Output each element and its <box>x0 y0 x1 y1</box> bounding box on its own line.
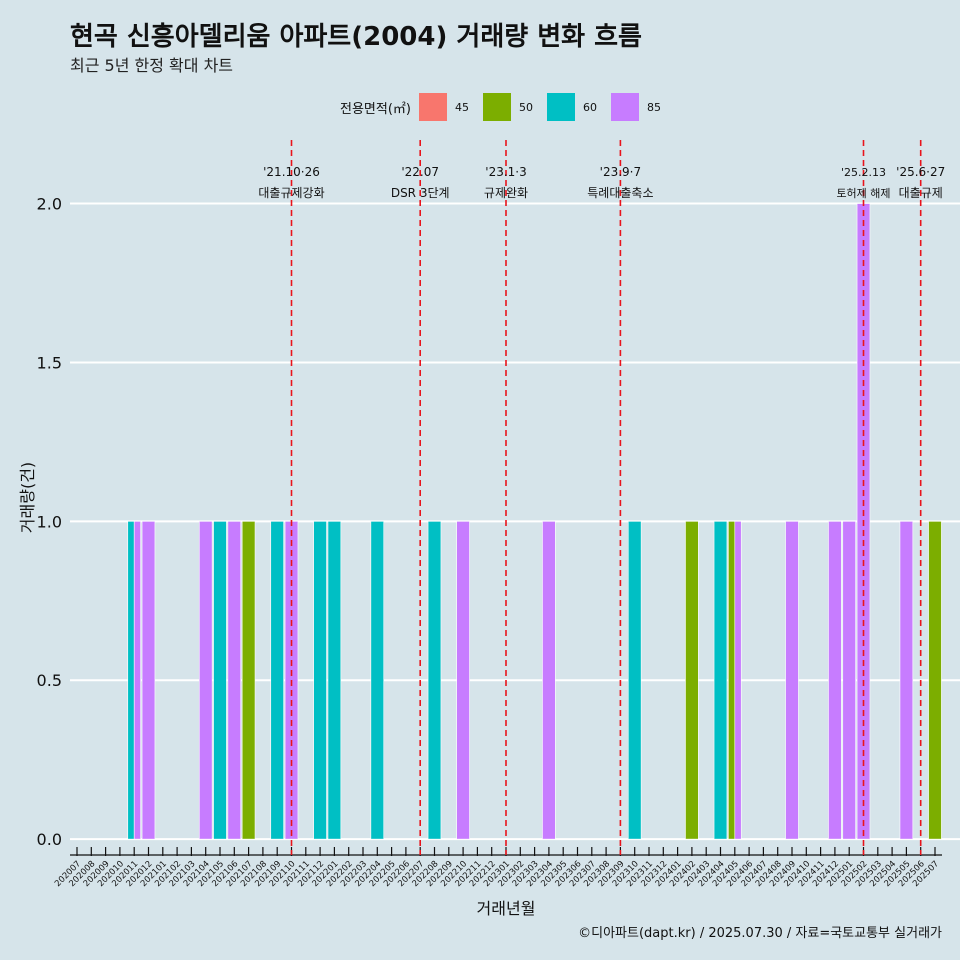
y-tick-label: 0.5 <box>37 671 62 690</box>
bar-202409-85 <box>785 521 799 840</box>
legend-swatch-50 <box>482 93 511 121</box>
bar-202204-60 <box>370 521 385 840</box>
chart-subtitle: 최근 5년 한정 확대 차트 <box>70 56 234 75</box>
event-date: '23.1·3 <box>485 165 526 179</box>
bar-202201-60 <box>327 521 342 840</box>
source-caption: ©디아파트(dapt.kr) / 2025.07.30 / 자료=국토교통부 실… <box>578 926 942 941</box>
legend-item-45: 45 <box>418 93 475 121</box>
event-label: 규제완화 <box>484 186 528 200</box>
event-date: '23.9·7 <box>600 165 641 179</box>
bar-202106-85 <box>227 521 242 840</box>
legend: 전용면적(㎡) 45 50 60 85 <box>340 92 675 122</box>
bar-202011-85 <box>133 521 141 840</box>
event-date: '21.10·26 <box>263 165 320 179</box>
legend-title: 전용면적(㎡) <box>340 101 411 117</box>
legend-item-85: 85 <box>610 93 667 121</box>
bar-202405-50 <box>728 521 736 840</box>
x-axis-title: 거래년월 <box>477 899 536 918</box>
bar-202011-60 <box>127 521 135 840</box>
event-label: 대출규제 <box>899 186 943 200</box>
y-tick-label: 2.0 <box>37 195 62 214</box>
bar-202507-50 <box>928 521 942 840</box>
bar-202310-60 <box>627 521 642 840</box>
bar-202210-85 <box>456 521 470 840</box>
y-tick-label: 1.5 <box>37 353 62 372</box>
bar-202208-60 <box>427 521 442 840</box>
event-date: '22.07 <box>401 165 439 179</box>
y-tick-label: 0.0 <box>37 830 62 849</box>
legend-label-50: 50 <box>518 100 533 114</box>
bar-202112-60 <box>313 521 327 840</box>
bar-202012-85 <box>141 521 156 840</box>
event-label: 토허제 해제 <box>836 186 890 200</box>
bar-202304-85 <box>542 521 556 840</box>
bar-202104-85 <box>198 521 213 840</box>
legend-swatch-85 <box>610 93 639 121</box>
legend-label-85: 85 <box>646 100 661 114</box>
bar-202107-50 <box>241 521 256 840</box>
legend-swatch-45 <box>418 93 447 121</box>
bar-202501-85 <box>842 521 856 840</box>
legend-label-45: 45 <box>454 100 469 114</box>
bar-202105-60 <box>213 521 227 840</box>
bar-202505-85 <box>899 521 914 840</box>
legend-label-60: 60 <box>582 100 597 114</box>
chart-title: 현곡 신흥아델리움 아파트(2004) 거래량 변화 흐름 <box>70 22 642 52</box>
legend-item-60: 60 <box>546 93 603 121</box>
bar-202109-60 <box>270 521 284 840</box>
event-date: '25.6·27 <box>896 165 945 179</box>
bar-202412-85 <box>828 521 842 840</box>
event-label: 대출규제강화 <box>258 186 324 200</box>
y-tick-label: 1.0 <box>37 512 62 531</box>
legend-swatch-60 <box>546 93 575 121</box>
event-date: '25.2.13 <box>841 166 886 179</box>
event-label: 특례대출축소 <box>587 186 653 200</box>
legend-item-50: 50 <box>482 93 539 121</box>
bar-202404-60 <box>713 521 728 840</box>
y-axis-title: 거래량(건) <box>18 462 37 533</box>
event-label: DSR 3단계 <box>391 186 450 200</box>
bar-202405-85 <box>734 521 742 840</box>
bar-202402-50 <box>685 521 699 840</box>
